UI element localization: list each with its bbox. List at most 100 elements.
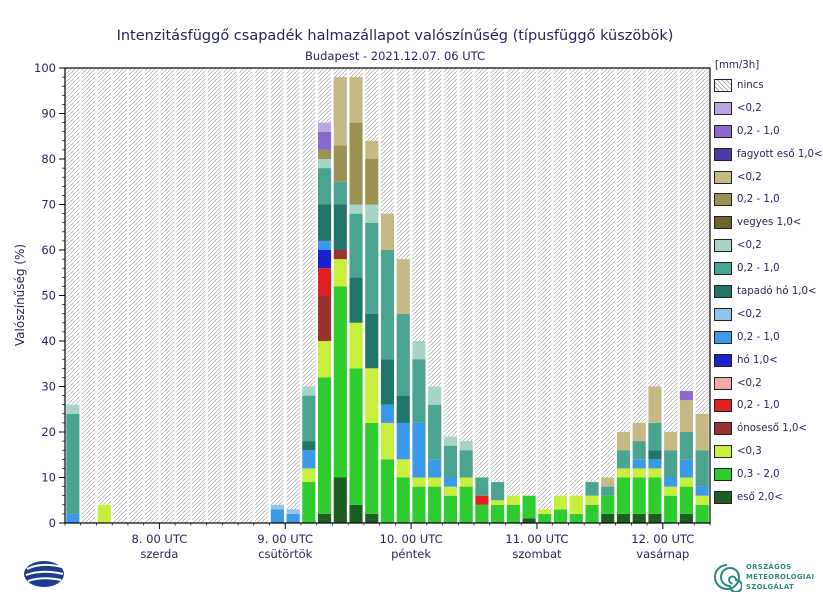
- bar-segment-eso_20: [365, 513, 379, 523]
- bar-segment-ho_10: [318, 250, 332, 269]
- stacked-bar: [491, 68, 505, 523]
- stacked-bar: [664, 68, 678, 523]
- stacked-bar: [428, 68, 442, 523]
- bar-nincs-hatch: [632, 68, 646, 423]
- stacked-bar: [207, 68, 222, 523]
- x-day-label-time: 10. 00 UTC: [380, 532, 443, 546]
- bar-segment-eso_03_20: [459, 486, 473, 523]
- chart-title: Intenzitásfüggő csapadék halmazállapot v…: [116, 28, 674, 44]
- legend-item-tapado_10: tapadó hó 1,0<: [714, 280, 822, 303]
- bar-segment-onos_02_10: [318, 268, 332, 296]
- bar-nincs-hatch: [380, 68, 395, 214]
- bar-segment-tapado_10: [349, 277, 363, 323]
- bar-segment-tapado_10: [648, 450, 662, 460]
- bar-segment-eso_03_20: [506, 504, 520, 523]
- bar-nincs-hatch: [223, 68, 237, 523]
- stacked-bar: [97, 68, 111, 523]
- omsz-name-line2: METEOROLÓGIAI: [746, 573, 815, 582]
- legend-item-eso_03_20: 0,3 - 2,0: [714, 463, 822, 486]
- stacked-bar: [349, 68, 363, 523]
- bar-segment-fagyott_lt02: [318, 122, 332, 132]
- legend-swatch-tapado_02_10: [714, 262, 732, 276]
- stacked-bar: [522, 68, 536, 523]
- bar-nincs-hatch: [428, 68, 442, 387]
- bar-nincs-hatch: [365, 68, 379, 141]
- bar-segment-ho_lt02: [286, 509, 300, 514]
- bar-segment-eso_lt03: [616, 468, 631, 478]
- bar-segment-tapado_02_10: [679, 432, 693, 460]
- bar-segment-eso_lt03: [396, 459, 410, 478]
- legend-swatch-tapado_10: [714, 284, 732, 298]
- legend-item-onos_10: ónoseső 1,0<: [714, 417, 822, 440]
- y-tick-label: 50: [41, 289, 56, 303]
- bar-nincs-hatch: [349, 68, 363, 78]
- x-day-label-dayname: péntek: [391, 547, 431, 561]
- stacked-bar: [286, 68, 300, 523]
- legend-swatch-eso_20: [714, 490, 732, 504]
- bar-segment-eso_03_20: [491, 504, 505, 523]
- bar-segment-ho_02_10: [396, 422, 410, 460]
- bar-segment-tapado_02_10: [412, 359, 426, 423]
- legend-swatch-vegyes_10: [714, 216, 732, 230]
- omsz-name-line1: ORSZÁGOS: [746, 563, 792, 571]
- bar-nincs-hatch: [396, 68, 410, 260]
- bar-nincs-hatch: [585, 68, 599, 483]
- bar-segment-eso_03_20: [396, 477, 410, 523]
- bar-segment-tapado_02_10: [349, 213, 363, 278]
- legend-item-vegyes_10: vegyes 1,0<: [714, 211, 822, 234]
- bar-segment-tapado_02_10: [491, 482, 505, 501]
- bars: [66, 68, 709, 523]
- bar-segment-eso_03_20: [412, 486, 426, 523]
- bar-nincs-hatch: [553, 68, 568, 496]
- bar-nincs-hatch: [648, 68, 662, 387]
- legend-label: 0,3 - 2,0: [737, 469, 780, 481]
- bar-nincs-hatch: [506, 68, 520, 496]
- legend-item-nincs: nincs: [714, 74, 822, 97]
- bar-segment-eso_03_20: [679, 486, 693, 514]
- stacked-bar: [475, 68, 489, 523]
- bar-segment-eso_20: [616, 513, 631, 523]
- legend-swatch-ho_10: [714, 353, 732, 367]
- stacked-bar: [553, 68, 568, 523]
- bar-nincs-hatch: [318, 68, 332, 123]
- bar-nincs-hatch: [569, 68, 583, 496]
- bar-segment-eso_lt03: [569, 495, 583, 514]
- bar-segment-eso_03_20: [585, 504, 599, 523]
- stacked-bar: [538, 68, 552, 523]
- bar-segment-ho_02_10: [380, 404, 395, 423]
- bar-nincs-hatch: [160, 68, 174, 523]
- bar-segment-vegyes_02_10: [333, 145, 347, 182]
- bar-segment-ho_02_10: [679, 459, 693, 478]
- legend-item-onos_lt02: <0,2: [714, 372, 822, 395]
- bar-segment-eso_20: [522, 518, 536, 523]
- bar-segment-tapado_02_10: [428, 404, 442, 460]
- bar-segment-tapado_10: [396, 395, 410, 423]
- bar-nincs-hatch: [679, 68, 693, 392]
- y-tick-label: 100: [34, 61, 56, 75]
- stacked-bar: [585, 68, 599, 523]
- bar-segment-eso_lt03: [459, 477, 473, 487]
- stacked-bar: [380, 68, 395, 523]
- legend-item-vegyes_02_10: 0,2 - 1,0: [714, 188, 822, 211]
- legend: [mm/3h] nincs <0,2 0,2 - 1,0 fagyott eső 1,…: [714, 60, 823, 509]
- legend-label: 0,2 - 1,0: [737, 331, 780, 343]
- bar-nincs-hatch: [491, 68, 505, 483]
- bar-nincs-hatch: [538, 68, 552, 510]
- bar-nincs-hatch: [302, 68, 316, 387]
- bar-segment-tapado_02_10: [664, 450, 678, 478]
- bar-segment-tapado_02_10: [318, 168, 332, 205]
- bar-segment-vegyes_lt02: [380, 213, 395, 250]
- bar-segment-tapado_lt02: [365, 204, 379, 223]
- bar-segment-eso_03_20: [664, 495, 678, 523]
- bar-segment-ho_02_10: [648, 459, 662, 469]
- legend-swatch-ho_lt02: [714, 307, 732, 321]
- y-tick-label: 70: [41, 198, 56, 212]
- bar-segment-eso_03_20: [553, 509, 568, 523]
- stacked-bar: [569, 68, 583, 523]
- legend-item-fagyott_02_10: 0,2 - 1,0: [714, 120, 822, 143]
- legend-label: nincs: [737, 79, 764, 91]
- legend-item-onos_02_10: 0,2 - 1,0: [714, 394, 822, 417]
- bar-segment-eso_lt03: [333, 259, 347, 287]
